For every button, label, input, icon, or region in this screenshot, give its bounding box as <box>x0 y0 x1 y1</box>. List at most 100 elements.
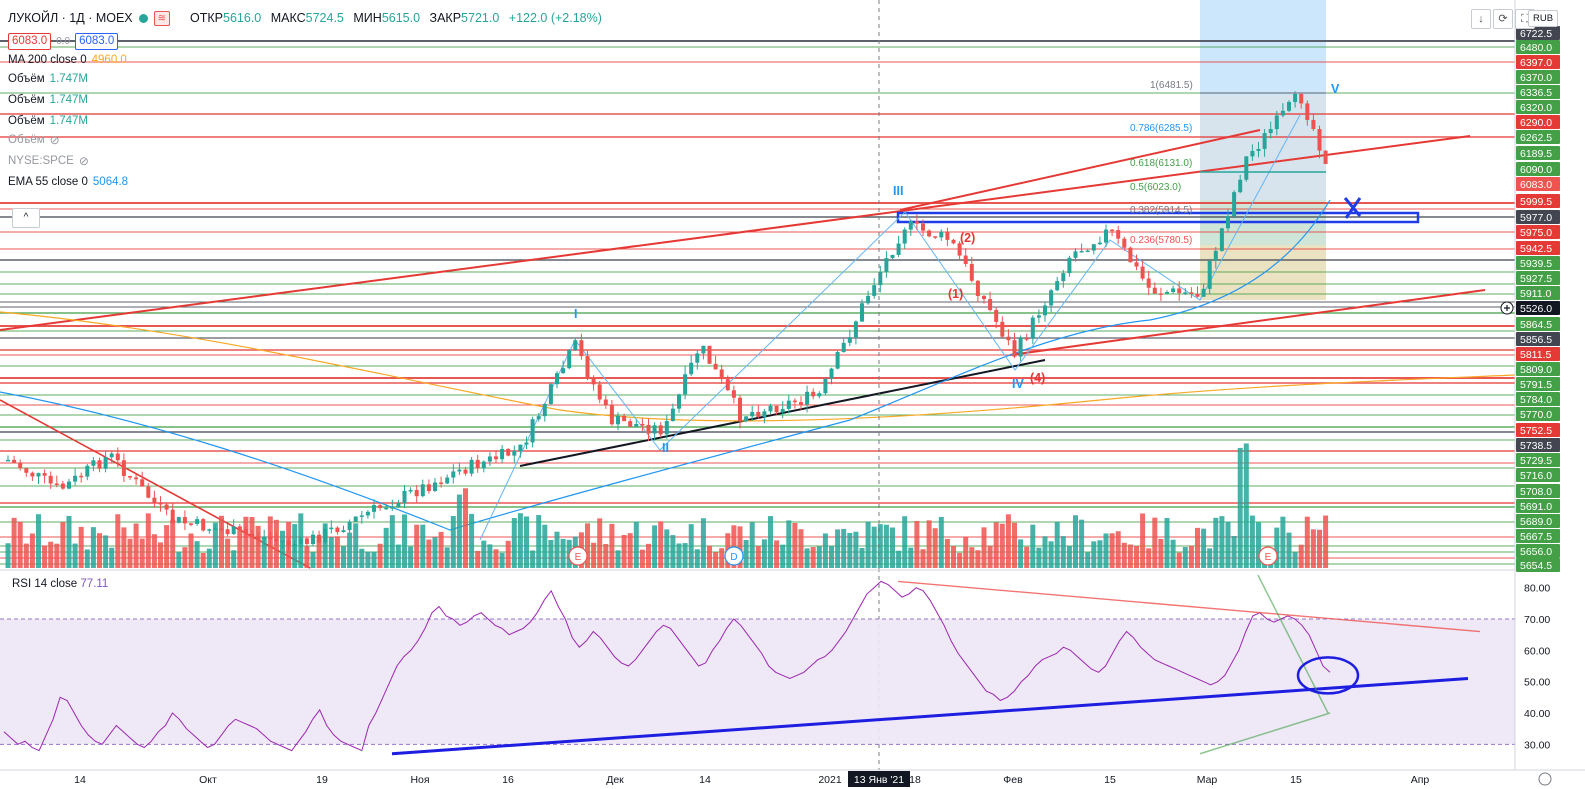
legend-volume-hidden[interactable]: Объём ⊘ <box>8 131 128 150</box>
candle-body <box>378 505 383 508</box>
price-tag: 5864.5 <box>1520 319 1552 331</box>
volume-bar <box>1219 516 1225 568</box>
legend-spce[interactable]: NYSE:SPCE ⊘ <box>8 152 128 171</box>
candle-body <box>42 473 47 476</box>
price-tag: 5738.5 <box>1520 440 1552 452</box>
rsi-resistance-line <box>897 580 1481 633</box>
volume-bar <box>969 547 975 568</box>
currency-badge[interactable]: RUB <box>1528 10 1558 27</box>
time-axis-label: 15 <box>1104 774 1116 786</box>
candle-body <box>878 271 883 286</box>
candle-body <box>1122 238 1127 248</box>
volume-bar <box>768 516 773 568</box>
volume-bar <box>517 513 523 568</box>
volume-bar <box>414 524 420 568</box>
refresh-icon[interactable]: ⟳ <box>1493 9 1513 29</box>
price-tag-bg <box>1516 362 1560 376</box>
volume-bar <box>597 518 603 568</box>
candle-body <box>420 484 425 497</box>
candle-body <box>622 415 627 422</box>
crosshair-date-bg <box>848 771 910 787</box>
candle-body <box>170 509 175 523</box>
volume-bar <box>395 544 401 568</box>
candle-body <box>969 263 974 281</box>
settings-gear-icon <box>1538 772 1552 786</box>
price-tag-bg <box>1516 100 1560 114</box>
volume-bar <box>585 523 590 568</box>
event-marker-label: E <box>1265 552 1272 563</box>
volume-bar <box>328 537 334 568</box>
candle-body <box>408 490 413 492</box>
legend-ma200[interactable]: MA 200 close 0 4960.0 <box>8 54 127 66</box>
candle-body <box>780 408 785 413</box>
price-tag: 6336.5 <box>1520 87 1552 99</box>
volume-bar <box>1109 533 1115 568</box>
volume-bar <box>816 546 822 568</box>
volume-bar <box>450 516 456 568</box>
volume-bar <box>1066 546 1072 568</box>
legend-volume-3[interactable]: Объём 1.747M <box>8 115 88 127</box>
volume-bar <box>920 549 926 568</box>
volume-bar <box>139 538 145 568</box>
candle-body <box>231 526 236 535</box>
price-tag: 5691.0 <box>1520 501 1552 513</box>
candle-body <box>1000 321 1005 337</box>
candle-body <box>1006 336 1011 341</box>
candle-body <box>329 527 334 530</box>
legend-volume-2[interactable]: Объём 1.747M <box>8 94 88 106</box>
volume-bar <box>1310 529 1316 568</box>
ask-price-chip[interactable]: 6083.0 <box>75 33 119 50</box>
volume-bar <box>1201 528 1207 568</box>
volume-bar <box>237 528 243 568</box>
volume-bar <box>829 545 834 568</box>
candle-body <box>713 363 718 370</box>
volume-bar <box>17 521 23 568</box>
candle-body <box>433 482 437 492</box>
time-axis-label: 2021 <box>818 774 842 786</box>
bid-price-chip[interactable]: 6083.0 <box>8 33 52 50</box>
fib-label: 0.618(6131.0) <box>1130 158 1192 169</box>
rsi-legend[interactable]: RSI 14 close 77.11 <box>12 578 109 590</box>
volume-bar <box>682 543 688 568</box>
price-tag: 6262.5 <box>1520 132 1552 144</box>
volume-bar <box>627 533 633 568</box>
volume-bar <box>1146 548 1152 568</box>
price-tag: 5752.5 <box>1520 425 1552 437</box>
volume-bar <box>798 529 804 568</box>
compare-icon[interactable]: ≋ <box>153 10 171 26</box>
price-tag: 6397.0 <box>1520 57 1552 69</box>
fib-label: 1(6481.5) <box>1150 80 1193 91</box>
volume-bar <box>694 549 700 568</box>
legend-volume-1[interactable]: Объём 1.747M <box>8 73 88 85</box>
candle-body <box>1018 338 1023 357</box>
volume-bar <box>1042 536 1048 568</box>
price-tag-bg <box>1516 514 1560 528</box>
candle-body <box>512 450 517 456</box>
eye-hidden-icon[interactable]: ⊘ <box>49 133 60 147</box>
legend-collapse-button[interactable]: ^ <box>12 208 40 228</box>
rsi-band <box>0 619 1515 745</box>
candle-body <box>518 444 523 451</box>
symbol-title[interactable]: ЛУКОЙЛ · 1Д · MOEX <box>8 11 133 25</box>
volume-bar <box>408 546 414 568</box>
candle-body <box>951 239 956 244</box>
fib-label: 0.786(6285.5) <box>1130 123 1192 134</box>
price-tag-bg <box>1516 499 1560 513</box>
candle-body <box>48 475 53 484</box>
volume-bar <box>719 548 725 568</box>
candle-body <box>933 236 938 238</box>
volume-bar <box>377 543 383 568</box>
legend-ema55[interactable]: EMA 55 close 0 5064.8 <box>8 176 129 188</box>
rsi-axis-label: 50.00 <box>1524 677 1550 689</box>
volume-bar <box>463 488 468 568</box>
candle-body <box>1024 338 1029 340</box>
eye-hidden-icon-2[interactable]: ⊘ <box>78 154 89 168</box>
crosshair-date-label: 13 Янв '21 <box>854 774 904 786</box>
wave-label: (1) <box>948 287 963 301</box>
price-tag: 6083.0 <box>1520 179 1552 191</box>
download-arrow-icon[interactable]: ↓ <box>1471 9 1491 29</box>
candle-body <box>597 384 602 400</box>
candle-body <box>195 519 200 524</box>
candle-body <box>774 405 779 413</box>
